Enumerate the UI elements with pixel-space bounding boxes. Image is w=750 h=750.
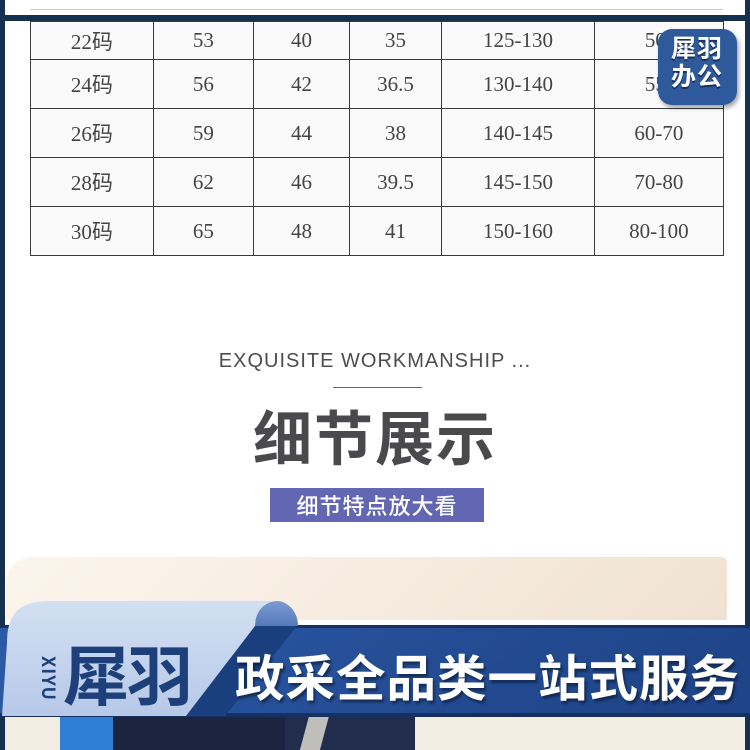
svg-text:XIYU: XIYU (36, 656, 62, 701)
svg-text:政采全品类一站式服务: 政采全品类一站式服务 (235, 640, 740, 711)
svg-text:犀羽: 犀羽 (63, 624, 191, 720)
